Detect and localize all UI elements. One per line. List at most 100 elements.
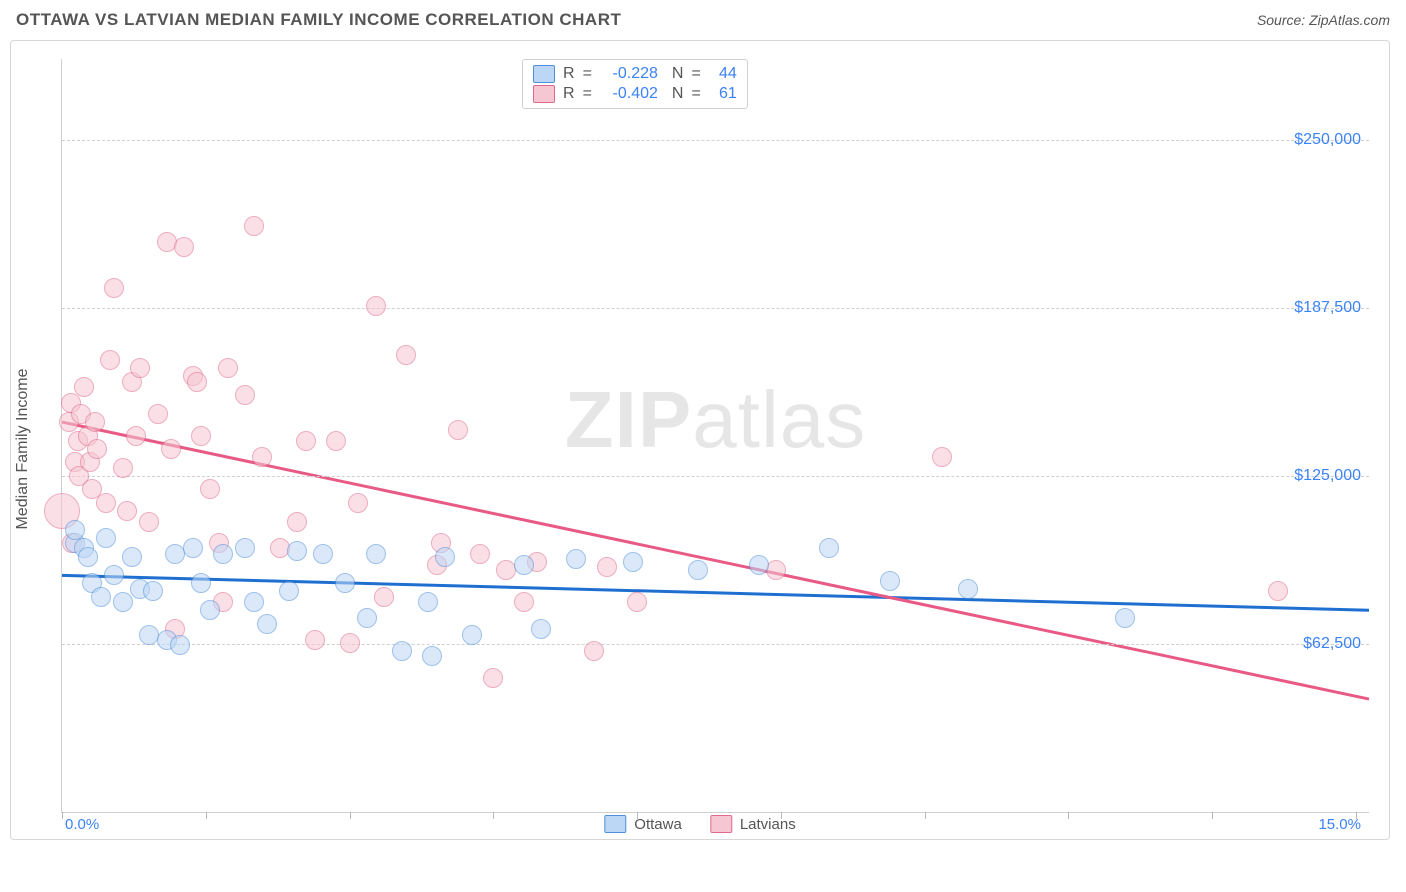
scatter-point xyxy=(139,512,159,532)
stat-N-ottawa: 44 xyxy=(709,65,737,83)
scatter-point xyxy=(313,544,333,564)
stat-eq: = xyxy=(691,65,700,83)
scatter-point xyxy=(218,358,238,378)
stat-R-latvians: -0.402 xyxy=(600,85,658,103)
scatter-point xyxy=(422,646,442,666)
scatter-point xyxy=(279,581,299,601)
x-tick xyxy=(206,812,207,819)
x-tick xyxy=(62,812,63,819)
scatter-point xyxy=(1268,581,1288,601)
stat-R-label: R xyxy=(563,85,575,103)
y-tick-label: $187,500 xyxy=(1294,299,1361,317)
scatter-point xyxy=(366,296,386,316)
scatter-point xyxy=(122,547,142,567)
scatter-point xyxy=(183,538,203,558)
scatter-point xyxy=(566,549,586,569)
scatter-point xyxy=(584,641,604,661)
swatch-ottawa xyxy=(533,65,555,83)
y-tick-label: $62,500 xyxy=(1303,635,1361,653)
scatter-point xyxy=(296,431,316,451)
chart-container: OTTAWA VS LATVIAN MEDIAN FAMILY INCOME C… xyxy=(10,10,1396,882)
scatter-point xyxy=(200,479,220,499)
scatter-point xyxy=(117,501,137,521)
scatter-point xyxy=(688,560,708,580)
stat-row-ottawa: R = -0.228 N = 44 xyxy=(533,64,737,84)
scatter-point xyxy=(143,581,163,601)
legend-swatch-ottawa xyxy=(604,815,626,833)
y-tick-label: $125,000 xyxy=(1294,467,1361,485)
scatter-point xyxy=(191,573,211,593)
y-tick-label: $250,000 xyxy=(1294,131,1361,149)
scatter-point xyxy=(104,278,124,298)
gridline xyxy=(62,644,1369,645)
scatter-point xyxy=(96,493,116,513)
watermark-light: atlas xyxy=(692,375,866,464)
scatter-point xyxy=(531,619,551,639)
scatter-point xyxy=(187,372,207,392)
scatter-point xyxy=(348,493,368,513)
scatter-point xyxy=(87,439,107,459)
stat-R-ottawa: -0.228 xyxy=(600,65,658,83)
scatter-point xyxy=(483,668,503,688)
plot-area: ZIPatlas R = -0.228 N = 44 R = -0.402 xyxy=(61,59,1369,813)
scatter-point xyxy=(392,641,412,661)
legend-item-latvians: Latvians xyxy=(710,815,796,833)
scatter-point xyxy=(470,544,490,564)
scatter-point xyxy=(113,592,133,612)
x-tick xyxy=(493,812,494,819)
scatter-point xyxy=(374,587,394,607)
x-axis-max-label: 15.0% xyxy=(1318,816,1361,833)
scatter-point xyxy=(514,555,534,575)
scatter-point xyxy=(235,538,255,558)
scatter-point xyxy=(170,635,190,655)
scatter-point xyxy=(1115,608,1135,628)
scatter-point xyxy=(104,565,124,585)
stat-row-latvians: R = -0.402 N = 61 xyxy=(533,84,737,104)
scatter-point xyxy=(366,544,386,564)
scatter-point xyxy=(418,592,438,612)
scatter-point xyxy=(462,625,482,645)
x-axis-min-label: 0.0% xyxy=(65,816,99,833)
scatter-point xyxy=(148,404,168,424)
scatter-point xyxy=(287,541,307,561)
x-tick xyxy=(925,812,926,819)
scatter-point xyxy=(252,447,272,467)
scatter-point xyxy=(958,579,978,599)
scatter-point xyxy=(91,587,111,607)
stat-eq: = xyxy=(691,85,700,103)
scatter-point xyxy=(257,614,277,634)
stat-N-latvians: 61 xyxy=(709,85,737,103)
source-prefix: Source: xyxy=(1257,12,1309,28)
watermark-bold: ZIP xyxy=(565,375,692,464)
chart-header: OTTAWA VS LATVIAN MEDIAN FAMILY INCOME C… xyxy=(10,10,1396,38)
scatter-point xyxy=(244,592,264,612)
gridline xyxy=(62,140,1369,141)
x-tick xyxy=(1212,812,1213,819)
scatter-point xyxy=(85,412,105,432)
scatter-point xyxy=(200,600,220,620)
gridline xyxy=(62,308,1369,309)
scatter-point xyxy=(514,592,534,612)
scatter-point xyxy=(335,573,355,593)
scatter-point xyxy=(100,350,120,370)
scatter-point xyxy=(435,547,455,567)
scatter-point xyxy=(161,439,181,459)
scatter-point xyxy=(287,512,307,532)
scatter-point xyxy=(235,385,255,405)
scatter-point xyxy=(130,358,150,378)
scatter-point xyxy=(326,431,346,451)
series-legend: Ottawa Latvians xyxy=(604,815,795,833)
chart-title: OTTAWA VS LATVIAN MEDIAN FAMILY INCOME C… xyxy=(16,10,621,30)
scatter-point xyxy=(766,560,786,580)
x-tick xyxy=(1068,812,1069,819)
watermark: ZIPatlas xyxy=(565,374,866,466)
stat-eq: = xyxy=(583,65,592,83)
legend-label-latvians: Latvians xyxy=(740,816,796,833)
legend-swatch-latvians xyxy=(710,815,732,833)
scatter-point xyxy=(213,544,233,564)
y-axis-title: Median Family Income xyxy=(14,369,32,530)
scatter-point xyxy=(113,458,133,478)
scatter-point xyxy=(819,538,839,558)
scatter-point xyxy=(96,528,116,548)
scatter-point xyxy=(78,547,98,567)
